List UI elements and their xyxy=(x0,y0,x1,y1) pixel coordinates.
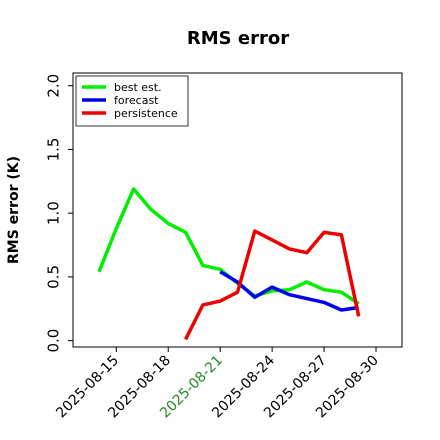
chart-title: RMS error xyxy=(187,28,289,49)
y-axis-ticks: 0.0 0.5 1.0 1.5 2.0 xyxy=(44,74,73,353)
plot-lines xyxy=(97,187,361,341)
y-axis-label: RMS error (K) xyxy=(6,156,22,264)
y-tick-label: 1.5 xyxy=(44,138,62,162)
x-axis-ticks: 2025-08-152025-08-182025-08-212025-08-24… xyxy=(53,347,382,421)
series-line-best-est xyxy=(97,187,360,306)
y-tick-label: 0.0 xyxy=(44,329,62,353)
series-line-forecast xyxy=(219,270,359,312)
legend-label-persistence: persistence xyxy=(114,107,178,120)
plot-frame xyxy=(72,72,403,348)
y-tick-label: 2.0 xyxy=(44,74,62,98)
legend-label-best-est: best est. xyxy=(114,81,162,94)
y-tick-label: 1.0 xyxy=(44,201,62,225)
y-tick-label: 0.5 xyxy=(44,265,62,289)
series-line-persistence xyxy=(184,229,361,341)
legend-label-forecast: forecast xyxy=(114,94,159,107)
